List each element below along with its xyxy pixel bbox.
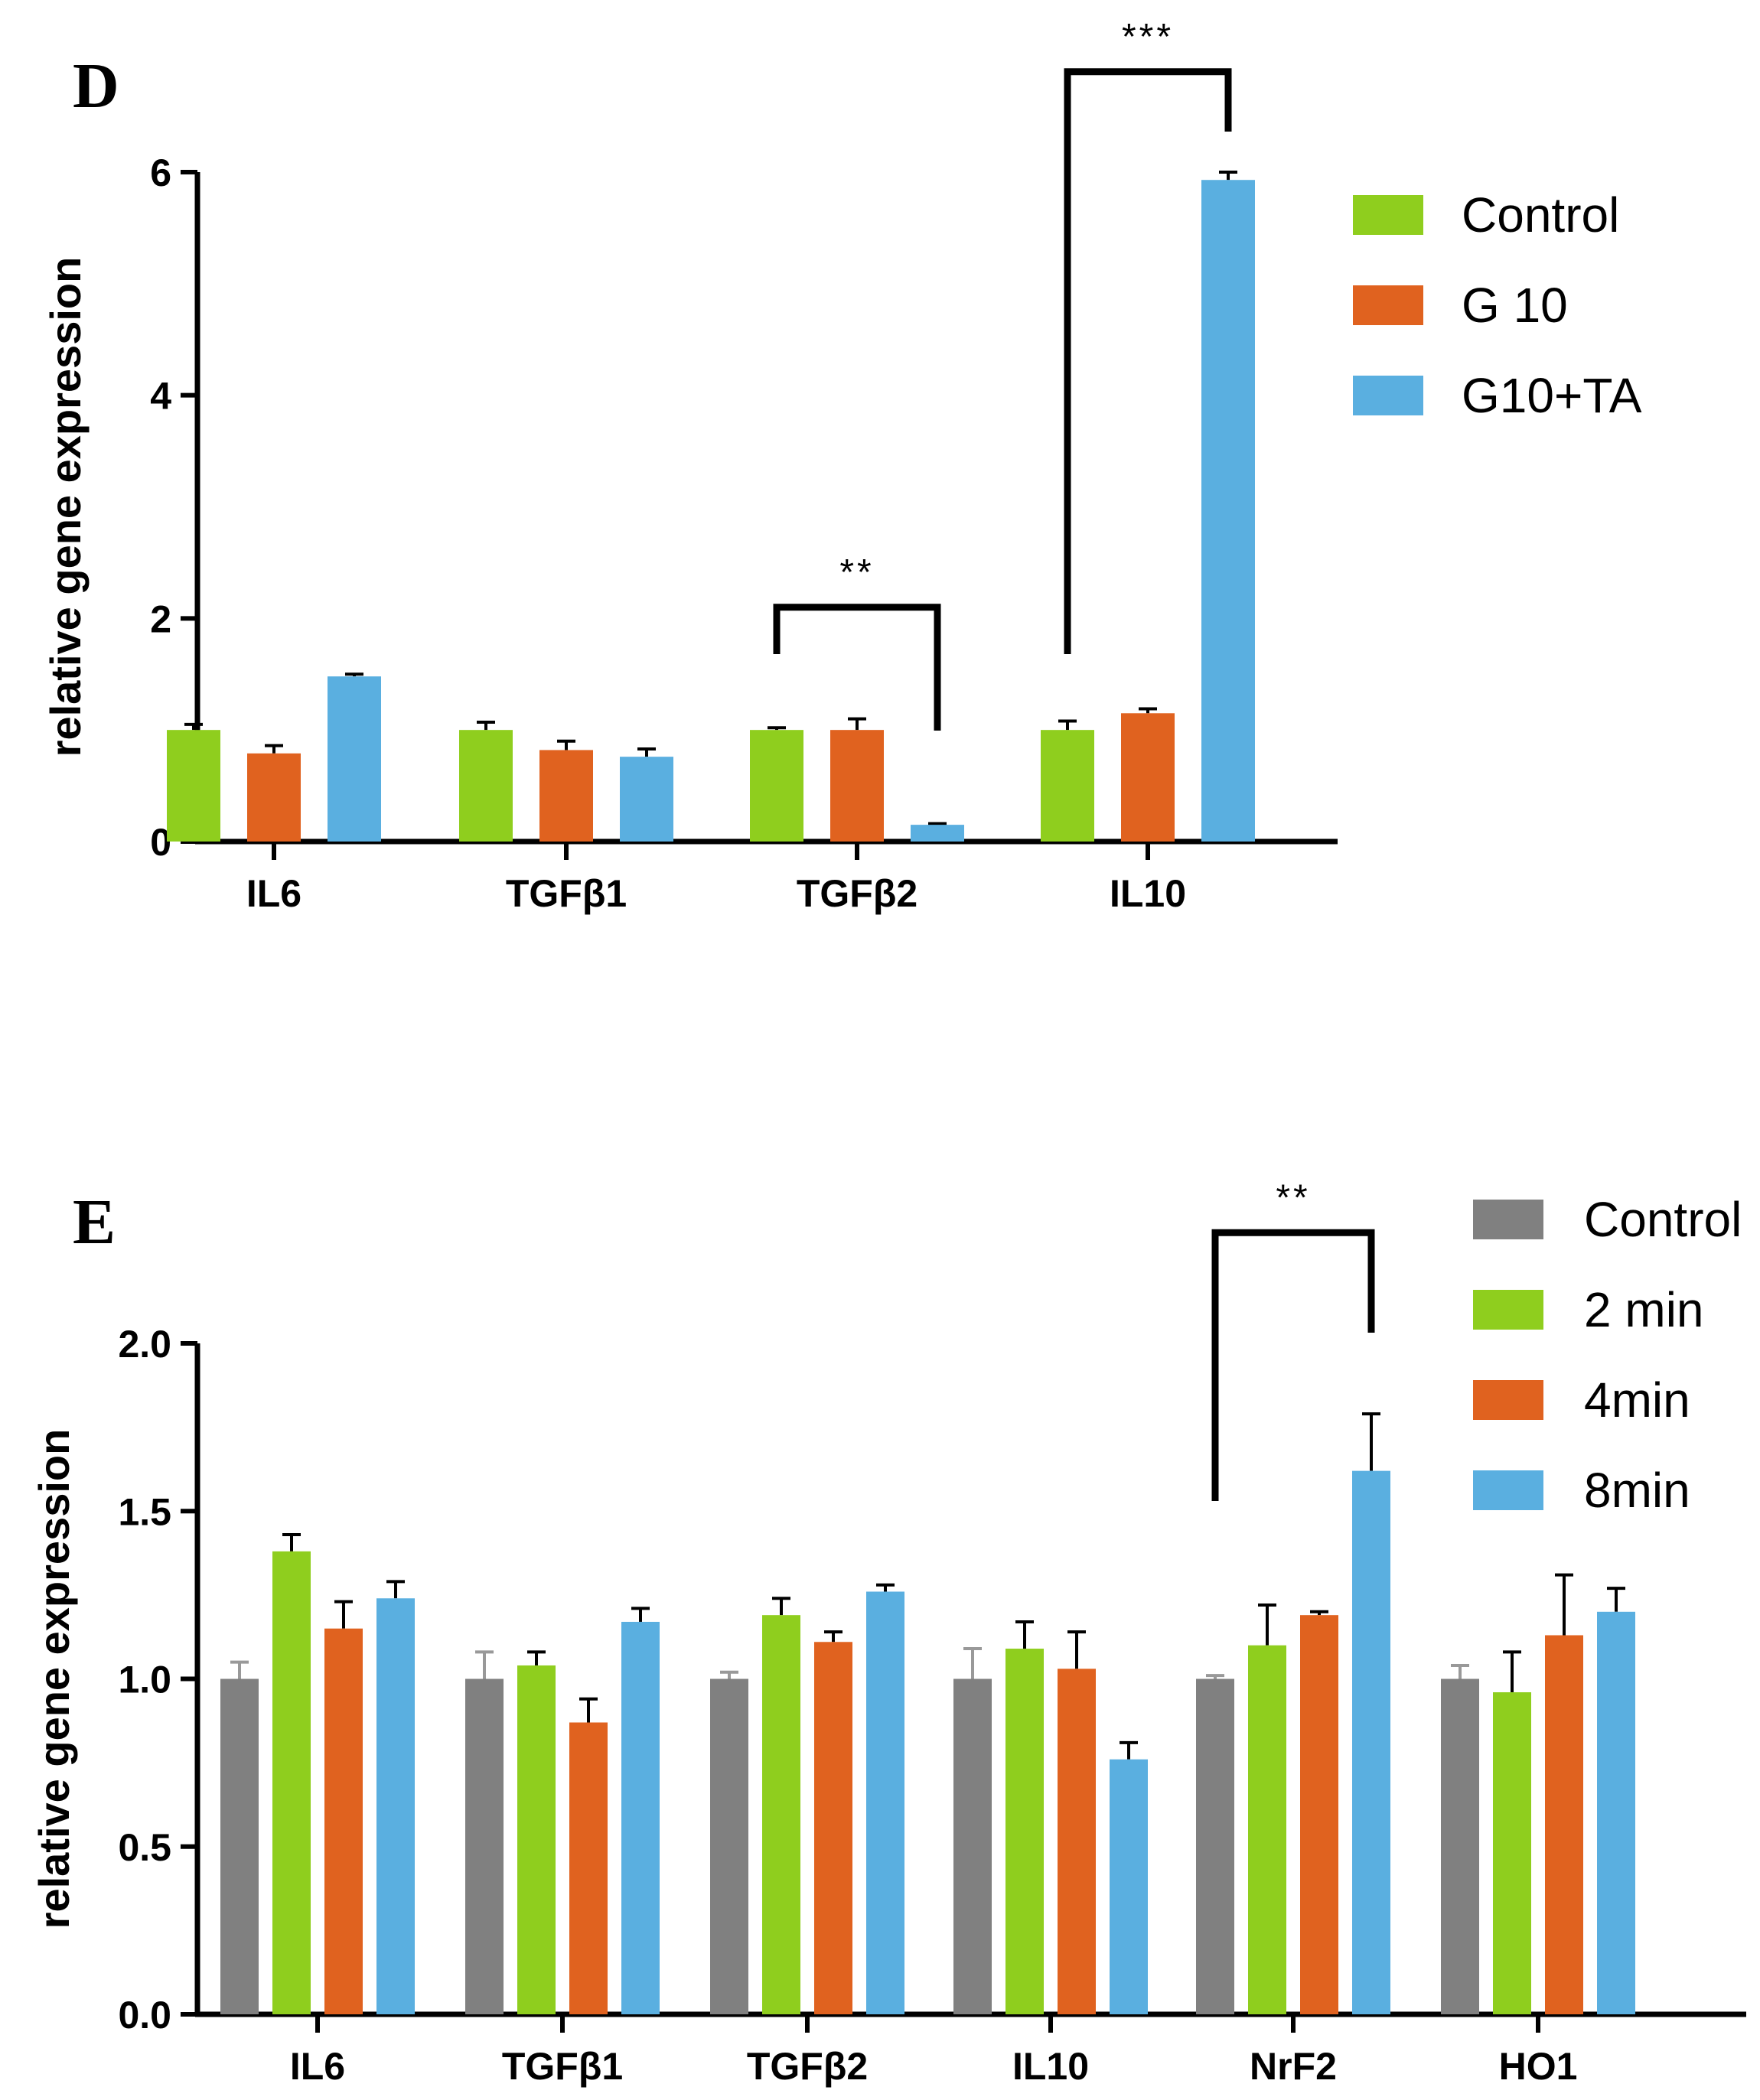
legend-swatch <box>1473 1200 1543 1239</box>
panel-letter: D <box>73 50 119 122</box>
legend-label: G10+TA <box>1462 368 1642 423</box>
bar-il10-0 <box>953 1678 992 2014</box>
x-tick-label: NrF2 <box>1250 2045 1337 2088</box>
bar-tgfβ2-1 <box>762 1615 800 2014</box>
bar-il10-2 <box>1058 1669 1096 2014</box>
bar-tgfβ1-0 <box>465 1678 504 2014</box>
y-tick-label: 2 <box>150 597 171 640</box>
bar-tgfβ2-0 <box>750 730 803 842</box>
y-tick-label: 4 <box>150 375 171 418</box>
x-tick-label: HO1 <box>1499 2045 1578 2088</box>
bar-tgfβ2-0 <box>710 1678 748 2014</box>
bar-ho1-3 <box>1597 1611 1635 2014</box>
x-tick-label: TGFβ1 <box>506 872 627 915</box>
x-tick-label: IL10 <box>1012 2045 1089 2088</box>
bar-il10-1 <box>1121 713 1175 842</box>
bar-nrf2-3 <box>1352 1470 1390 2014</box>
significance-bracket <box>1064 68 1232 654</box>
significance-label: ** <box>1276 1177 1310 1218</box>
x-tick-label: TGFβ2 <box>747 2045 868 2088</box>
bar-nrf2-2 <box>1300 1615 1338 2014</box>
panel-letter: E <box>73 1187 116 1258</box>
significance-bracket <box>773 604 941 731</box>
bar-il10-2 <box>1201 180 1255 842</box>
significance-label: *** <box>1122 17 1174 57</box>
x-tick-label: TGFβ1 <box>502 2045 623 2088</box>
legend-label: 8min <box>1584 1463 1690 1518</box>
x-tick-label: IL6 <box>246 872 301 915</box>
legend-label: G 10 <box>1462 278 1568 333</box>
significance-bracket <box>1211 1229 1375 1501</box>
x-tick-label: TGFβ2 <box>797 872 917 915</box>
bar-il10-3 <box>1110 1759 1148 2014</box>
bar-tgfβ1-0 <box>459 730 513 842</box>
legend-swatch <box>1353 195 1423 235</box>
legend-swatch <box>1473 1470 1543 1510</box>
bar-tgfβ1-2 <box>569 1722 608 2014</box>
legend-swatch <box>1473 1290 1543 1330</box>
bar-il6-2 <box>324 1628 363 2014</box>
y-tick-label: 6 <box>150 151 171 194</box>
legend-label: Control <box>1462 187 1619 243</box>
y-axis-title: relative gene expression <box>30 1429 78 1929</box>
bar-ho1-2 <box>1545 1635 1583 2014</box>
bar-il6-1 <box>247 753 301 842</box>
bar-il10-1 <box>1005 1649 1044 2014</box>
bar-il6-0 <box>220 1678 259 2014</box>
legend-swatch <box>1353 285 1423 325</box>
bar-tgfβ2-2 <box>911 825 964 842</box>
bar-ho1-1 <box>1493 1692 1531 2014</box>
y-tick-label: 1.5 <box>118 1490 171 1533</box>
legend-label: 4min <box>1584 1372 1690 1428</box>
bar-il6-2 <box>328 676 381 842</box>
legend-swatch <box>1473 1380 1543 1420</box>
bar-nrf2-0 <box>1196 1678 1234 2014</box>
y-tick-label: 0.5 <box>118 1826 171 1869</box>
bar-tgfβ2-3 <box>866 1591 904 2014</box>
legend-swatch <box>1353 376 1423 415</box>
bar-il6-0 <box>167 730 220 842</box>
x-tick-label: IL6 <box>290 2045 345 2088</box>
legend-label: Control <box>1584 1192 1742 1247</box>
bar-tgfβ1-3 <box>621 1621 660 2014</box>
y-tick-label: 1.0 <box>118 1659 171 1701</box>
bar-tgfβ2-2 <box>814 1642 852 2014</box>
bar-ho1-0 <box>1441 1678 1479 2014</box>
bar-il6-1 <box>272 1551 311 2014</box>
bar-tgfβ1-1 <box>517 1665 556 2014</box>
y-tick-label: 2.0 <box>118 1323 171 1366</box>
x-tick-label: IL10 <box>1110 872 1186 915</box>
bar-il6-3 <box>376 1598 415 2014</box>
y-axis-title: relative gene expression <box>41 257 90 757</box>
significance-label: ** <box>839 552 874 593</box>
bar-nrf2-1 <box>1248 1645 1286 2014</box>
legend-label: 2 min <box>1584 1282 1704 1337</box>
y-tick-label: 0.0 <box>118 1994 171 2037</box>
bar-tgfβ2-1 <box>830 730 884 842</box>
bar-tgfβ1-1 <box>539 750 593 842</box>
bar-il10-0 <box>1041 730 1094 842</box>
bar-tgfβ1-2 <box>620 757 673 842</box>
